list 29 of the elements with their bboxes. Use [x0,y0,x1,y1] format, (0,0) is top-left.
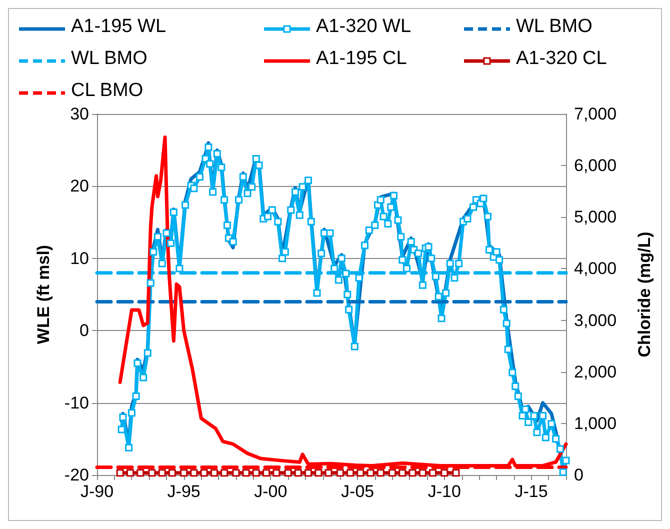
legend-label: A1-320 CL [516,48,607,69]
legend-label: A1-320 WL [316,16,412,37]
y2-tick-label: 4,000 [574,259,617,278]
x-tick-label: J-95 [167,482,200,501]
y2-tick-label: 7,000 [574,104,617,124]
x-tick-label: J-05 [341,482,374,501]
legend-label: WL BMO [516,16,592,37]
y2-tick-label: 2,000 [574,362,617,382]
legend-label: WL BMO [71,48,148,69]
x-tick-label: J-90 [80,482,114,501]
y-tick-label: -10 [64,393,89,412]
y2-tick-label: 1,000 [574,414,617,433]
y2-tick-label: 6,000 [574,156,617,176]
x-tick-label: J-15 [514,482,548,501]
legend-label: A1-195 WL [71,16,166,37]
y2-tick-label: 0 [574,466,584,484]
x-tick-label: J-00 [254,482,288,501]
legend-label: A1-195 CL [316,48,407,69]
y-tick-label: 20 [70,176,89,196]
y2-tick-label: 5,000 [574,208,617,227]
y-tick-label: 30 [70,104,89,124]
legend-label: CL BMO [71,80,144,101]
y2-tick-label: 3,000 [574,310,617,330]
y-tick-label: 10 [70,248,89,268]
y-tick-label: 0 [80,321,89,340]
y-tick-label: -20 [64,466,89,484]
y2-axis-title: Chloride (mg/L) [635,232,654,358]
x-tick-label: J-10 [428,482,461,501]
y-axis-title: WLE (ft msl) [34,244,53,344]
